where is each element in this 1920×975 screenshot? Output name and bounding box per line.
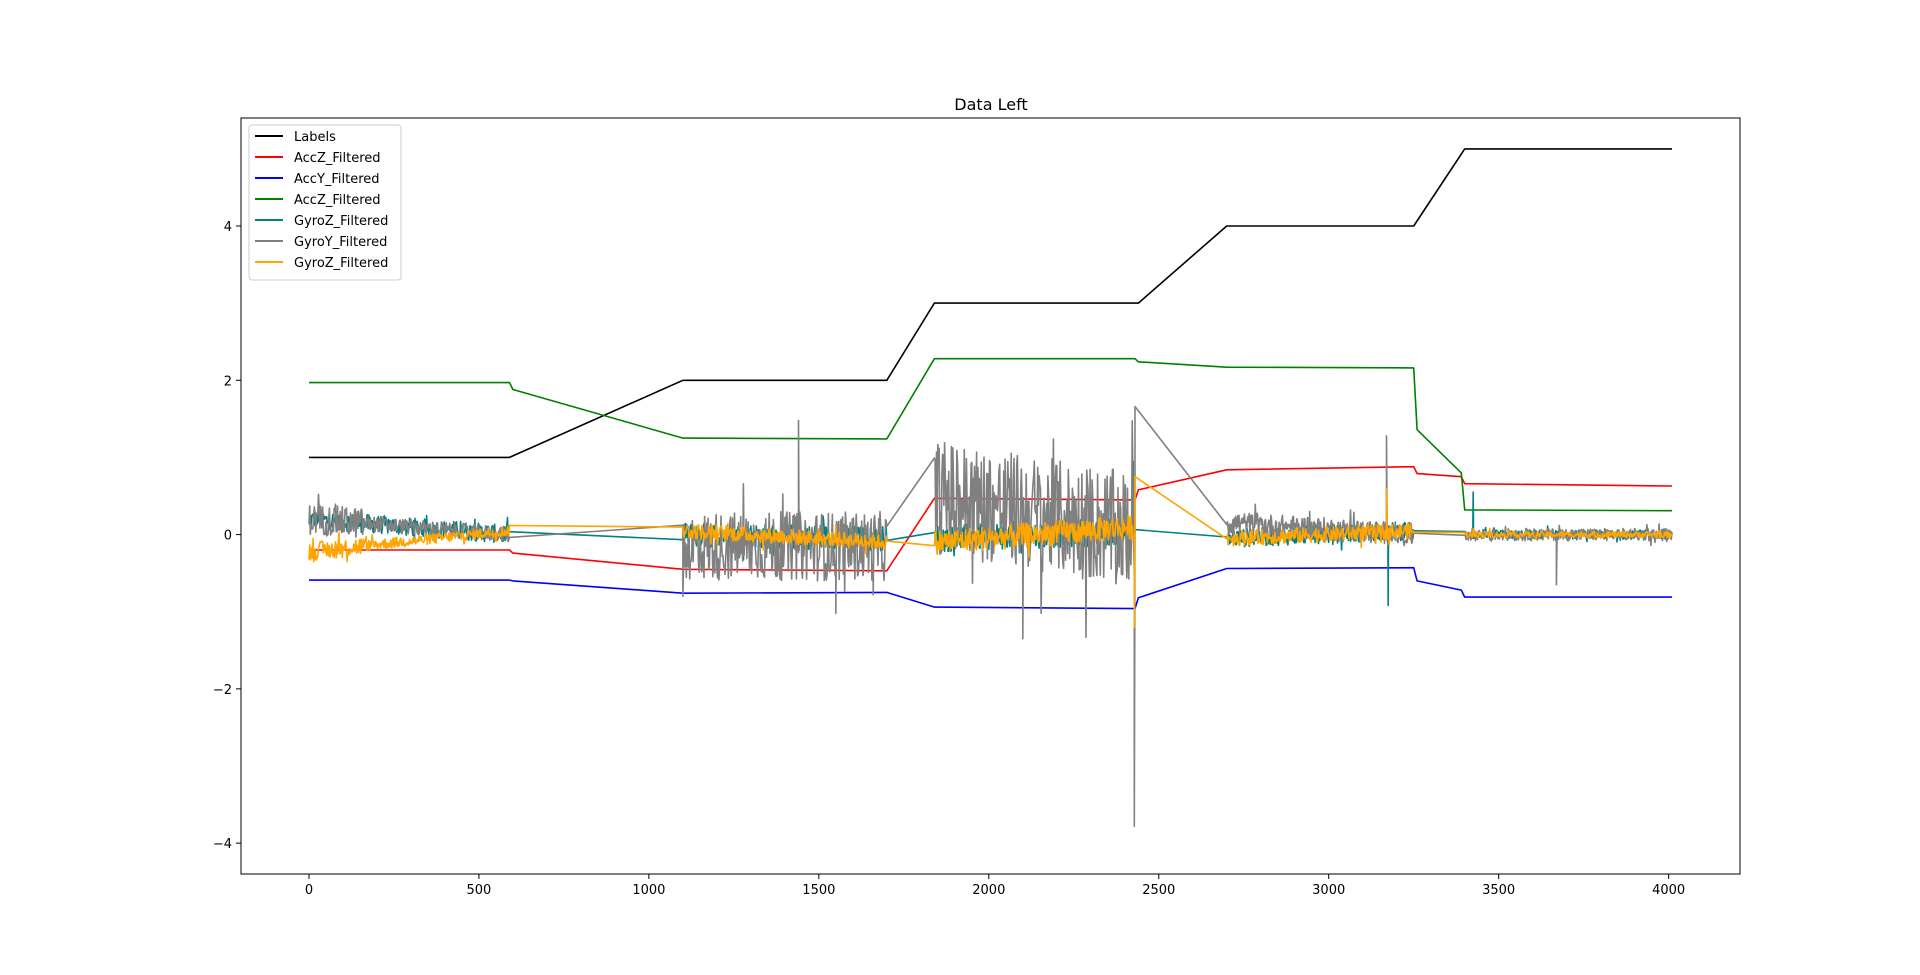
x-tick-label: 1500: [802, 883, 835, 898]
legend-label: AccZ_Filtered: [294, 193, 381, 208]
chart-title: Data Left: [954, 95, 1027, 114]
y-tick-label: 4: [224, 220, 232, 235]
series-line: [309, 566, 1672, 610]
legend-label: GyroZ_Filtered: [294, 214, 388, 229]
x-tick-label: 4000: [1652, 883, 1685, 898]
x-axis: 0 500 1000 1500 2000 2500 3000 3500 4000: [305, 874, 1685, 898]
series-line: [309, 465, 1673, 572]
series-accz-filtered-3: [309, 357, 1673, 512]
x-tick-label: 1000: [632, 883, 665, 898]
series-line: [308, 475, 1673, 628]
y-tick-label: 2: [224, 374, 232, 389]
series-accy-filtered-2: [309, 566, 1672, 610]
series-layer: [308, 148, 1673, 827]
x-tick-label: 2000: [972, 883, 1005, 898]
legend: Labels AccZ_Filtered AccY_Filtered AccZ_Fil…: [248, 124, 402, 281]
series-line: [309, 357, 1673, 512]
y-tick-label: −2: [213, 683, 232, 698]
series-labels-0: [309, 148, 1672, 459]
y-axis: −4 −2 0 2 4: [213, 220, 241, 852]
legend-box: [248, 124, 402, 281]
series-line: [309, 148, 1672, 459]
x-tick-label: 3500: [1482, 883, 1515, 898]
series-gyroz-filtered-6: [308, 475, 1673, 628]
series-line: [308, 405, 1673, 827]
x-tick-label: 500: [467, 883, 492, 898]
legend-label: AccZ_Filtered: [294, 151, 381, 166]
series-gyroy-filtered-5: [308, 405, 1673, 827]
y-tick-label: 0: [224, 529, 232, 544]
x-tick-label: 3000: [1312, 883, 1345, 898]
legend-label: GyroZ_Filtered: [294, 256, 388, 271]
legend-label: GyroY_Filtered: [294, 235, 387, 250]
y-tick-label: −4: [213, 837, 232, 852]
legend-label: AccY_Filtered: [294, 172, 380, 187]
x-tick-label: 0: [305, 883, 313, 898]
plot-area-frame: [240, 117, 1741, 875]
x-tick-label: 2500: [1142, 883, 1175, 898]
series-accz-filtered-1: [309, 465, 1673, 572]
legend-label: Labels: [294, 130, 336, 145]
